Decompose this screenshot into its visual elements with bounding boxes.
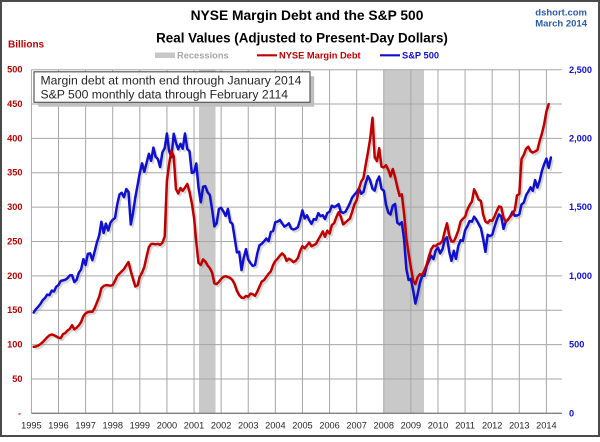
svg-text:NYSE Margin Debt: NYSE Margin Debt bbox=[279, 50, 361, 60]
svg-text:2007: 2007 bbox=[346, 421, 366, 431]
svg-text:50: 50 bbox=[12, 374, 22, 384]
svg-text:2,000: 2,000 bbox=[569, 134, 592, 144]
svg-text:500: 500 bbox=[569, 340, 584, 350]
svg-text:2001: 2001 bbox=[184, 421, 204, 431]
svg-text:NYSE Margin Debt and the S&P 5: NYSE Margin Debt and the S&P 500 bbox=[191, 8, 424, 23]
svg-text:450: 450 bbox=[7, 99, 22, 109]
svg-text:Recessions: Recessions bbox=[177, 50, 229, 60]
svg-text:0: 0 bbox=[569, 408, 574, 418]
svg-text:2,500: 2,500 bbox=[569, 65, 592, 75]
svg-text:150: 150 bbox=[7, 305, 22, 315]
svg-text:2004: 2004 bbox=[265, 421, 285, 431]
svg-text:S&P 500 monthly data through F: S&P 500 monthly data through February 21… bbox=[41, 87, 289, 101]
svg-text:100: 100 bbox=[7, 340, 22, 350]
svg-text:300: 300 bbox=[7, 202, 22, 212]
svg-text:200: 200 bbox=[7, 271, 22, 281]
svg-text:1995: 1995 bbox=[21, 421, 41, 431]
svg-text:-: - bbox=[18, 408, 21, 418]
svg-text:1997: 1997 bbox=[75, 421, 95, 431]
svg-text:500: 500 bbox=[7, 65, 22, 75]
svg-text:2010: 2010 bbox=[428, 421, 448, 431]
svg-text:S&P 500: S&P 500 bbox=[402, 50, 439, 60]
svg-text:1996: 1996 bbox=[48, 421, 68, 431]
svg-text:2013: 2013 bbox=[509, 421, 529, 431]
svg-text:2005: 2005 bbox=[292, 421, 312, 431]
svg-text:2002: 2002 bbox=[211, 421, 231, 431]
svg-text:400: 400 bbox=[7, 133, 22, 143]
svg-text:1998: 1998 bbox=[102, 421, 122, 431]
svg-text:Real Values (Adjusted to Prese: Real Values (Adjusted to Present-Day Dol… bbox=[156, 30, 448, 45]
svg-text:2003: 2003 bbox=[238, 421, 258, 431]
svg-text:dshort.com: dshort.com bbox=[535, 8, 587, 19]
svg-text:2012: 2012 bbox=[482, 421, 502, 431]
svg-text:1,000: 1,000 bbox=[569, 271, 592, 281]
svg-text:2006: 2006 bbox=[319, 421, 339, 431]
svg-text:2000: 2000 bbox=[157, 421, 177, 431]
svg-text:2011: 2011 bbox=[455, 421, 475, 431]
svg-text:1999: 1999 bbox=[130, 421, 150, 431]
svg-text:2008: 2008 bbox=[374, 421, 394, 431]
svg-text:250: 250 bbox=[7, 236, 22, 246]
svg-text:2009: 2009 bbox=[401, 421, 421, 431]
svg-text:Margin debt at month end throu: Margin debt at month end through January… bbox=[41, 74, 302, 88]
svg-text:March 2014: March 2014 bbox=[535, 19, 587, 30]
svg-text:2014: 2014 bbox=[536, 421, 556, 431]
svg-text:350: 350 bbox=[7, 168, 22, 178]
svg-text:1,500: 1,500 bbox=[569, 202, 592, 212]
svg-text:Billions: Billions bbox=[8, 40, 45, 51]
